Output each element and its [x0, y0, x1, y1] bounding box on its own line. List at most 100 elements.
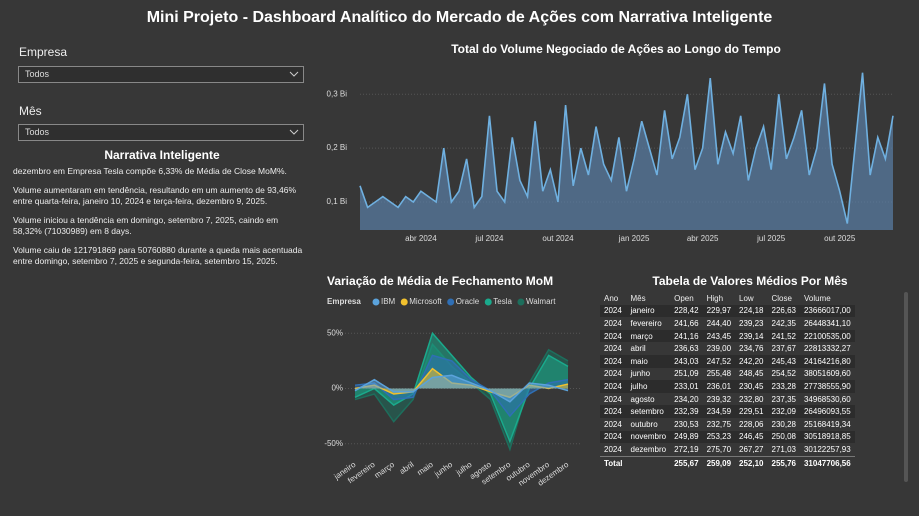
table-wrap: Ano Mês Open High Low Close Volume 2024 janeiro 2… [600, 292, 855, 470]
table-cell: 2024 [600, 354, 627, 368]
x-tick-label: abril [398, 460, 416, 476]
table-cell: 247,52 [702, 354, 736, 368]
column-header: Ano [604, 293, 619, 303]
line [354, 354, 569, 418]
y-tick-label: 0,2 Bi [327, 143, 348, 152]
table-cell: 271,03 [771, 444, 796, 454]
table-cell: maio [626, 354, 671, 368]
table-cell: 234,59 [702, 405, 736, 418]
legend-title: Empresa [327, 297, 361, 306]
table-cell: 254,52 [771, 369, 796, 379]
table-cell: 30122257,93 [803, 444, 851, 454]
table-cell: 232,39 [670, 405, 703, 418]
table-cell: 34968530,60 [803, 394, 851, 404]
table-row: 2024 setembro 232,39 234,59 229,51 232,09 2649… [600, 405, 855, 418]
table-cell: 232,09 [767, 405, 800, 418]
table-cell: outubro [630, 419, 658, 429]
line [359, 72, 894, 224]
dropdown[interactable]: Todos [18, 124, 304, 141]
legend-label: IBM [381, 297, 396, 306]
table-cell: 234,76 [739, 344, 764, 354]
table-cell: 228,06 [739, 419, 764, 429]
table-cell: 26496093,55 [799, 405, 855, 418]
table-cell: 224,18 [735, 304, 768, 318]
table: Ano Mês Open High Low Close Volume 2024 janeiro 2… [600, 292, 855, 470]
table-cell: 226,63 [767, 304, 800, 318]
table-cell: fevereiro [630, 318, 662, 328]
table-cell: 23666017,00 [799, 304, 855, 318]
dropdown-value: Todos [25, 127, 50, 137]
table-row: 2024 abril 236,63 239,00 234,76 237,67 2281333… [600, 342, 855, 355]
table-cell: 228,42 [670, 304, 703, 318]
table-row: 2024 dezembro 272,19 275,70 267,27 271,03 3012… [600, 443, 855, 456]
table-cell: 38051609,60 [803, 369, 851, 379]
x-tick-label: out 2025 [824, 234, 856, 243]
legend-marker [517, 298, 525, 306]
table-cell: 2024 [600, 380, 627, 393]
line [354, 374, 569, 403]
table-cell: 230,53 [674, 419, 699, 429]
filter-label: Mês [19, 104, 42, 118]
table-cell: 237,67 [771, 344, 796, 354]
x-tick-label: março [373, 460, 397, 480]
table-header: Ano Mês Open High Low Close Volume [600, 292, 855, 305]
table-cell: 230,45 [735, 380, 768, 393]
column-header: Open [674, 293, 694, 303]
table-total: Total 255,67 259,09 252,10 255,76 31047706,56 [600, 455, 855, 470]
table-cell: 275,70 [706, 444, 732, 454]
y-tick-label: 0% [331, 384, 343, 393]
table-cell: 255,67 [670, 455, 703, 470]
table-cell: janeiro [626, 304, 671, 318]
title: Mini Projeto - Dashboard Analítico do Me… [146, 9, 773, 26]
table-cell: 22100535,00 [799, 329, 855, 343]
x-tick-label: jul 2025 [756, 234, 786, 243]
y-tick-label: 0,1 Bi [327, 197, 348, 206]
table-cell: 242,35 [771, 318, 796, 328]
table-row: 2024 maio 243,03 247,52 242,20 245,43 24164216… [600, 354, 855, 368]
table-cell: 239,14 [735, 329, 768, 343]
table-cell: 229,51 [735, 405, 768, 418]
table-cell: 246,45 [735, 430, 768, 444]
table-cell: 2024 [600, 405, 627, 418]
table-row: 2024 fevereiro 241,66 244,40 239,23 242,35 264… [600, 317, 855, 330]
table-cell: 242,20 [735, 354, 768, 368]
table-cell: 243,03 [670, 354, 703, 368]
narrative-paragraph: Volume aumentaram em tendência, resultan… [13, 184, 297, 207]
scrollbar[interactable] [904, 292, 908, 482]
table-row: 2024 outubro 230,53 232,75 228,06 230,28 25168… [600, 418, 855, 431]
table-cell: 272,19 [674, 444, 699, 454]
table-row: 2024 janeiro 228,42 229,97 224,18 226,63 23666… [600, 304, 855, 318]
table-cell: dezembro [630, 444, 667, 454]
table-cell: 267,27 [739, 444, 764, 454]
table-cell: 232,75 [706, 419, 732, 429]
chevron [289, 71, 299, 77]
table-cell: novembro [626, 430, 671, 444]
table-row: 2024 novembro 249,89 253,23 246,45 250,08 3051… [600, 430, 855, 444]
table-cell: junho [630, 369, 651, 379]
table-cell: 2024 [604, 419, 622, 429]
table-cell: 251,09 [674, 369, 699, 379]
table-cell: 234,20 [674, 394, 699, 404]
table-cell: 245,43 [767, 354, 800, 368]
x-tick-label: maio [415, 460, 435, 478]
table-title: Tabela de Valores Médios Por Mês [652, 274, 848, 288]
table-cell: 236,01 [702, 380, 736, 393]
table-cell: 26448341,10 [803, 318, 851, 328]
table-cell: 253,23 [702, 430, 736, 444]
table-cell [626, 455, 671, 470]
legend-label: Tesla [493, 297, 512, 306]
dropdown[interactable]: Todos [18, 66, 304, 83]
x-tick-label: abr 2024 [405, 234, 437, 243]
narrative-paragraph: dezembro em Empresa Tesla compõe 6,33% d… [13, 166, 287, 176]
table-row: 2024 agosto 234,20 239,32 232,80 237,35 349685… [600, 393, 855, 406]
table-cell: 2024 [604, 444, 622, 454]
table-cell: 259,09 [702, 455, 736, 470]
y-tick-label: -50% [324, 439, 343, 448]
narrative-paragraph: Volume caiu de 121791869 para 50760880 d… [13, 244, 303, 267]
table-cell: 2024 [604, 318, 622, 328]
table-cell: 25168419,34 [803, 419, 851, 429]
table-cell: 243,45 [702, 329, 736, 343]
area [360, 72, 893, 230]
narrative-paragraph: Volume iniciou a tendência em domingo, s… [13, 214, 279, 237]
